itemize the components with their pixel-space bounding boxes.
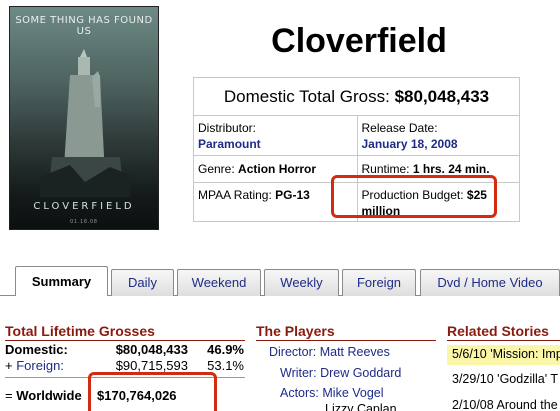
release-label: Release Date: — [361, 121, 438, 135]
poster-title: CLOVERFIELD — [33, 201, 135, 212]
foreign-value: $90,715,593 — [115, 358, 188, 373]
release-date-cell: Release Date: January 18, 2008 — [356, 116, 520, 155]
director-row: Director: Matt Reeves — [269, 345, 390, 359]
grosses-header: Total Lifetime Grosses — [5, 323, 155, 339]
mpaa-value: PG-13 — [275, 188, 310, 202]
grosses-divider — [5, 340, 245, 341]
players-divider — [256, 340, 436, 341]
story-link[interactable]: 5/6/10 'Mission: Imp — [447, 345, 560, 365]
mpaa-cell: MPAA Rating: PG-13 — [194, 183, 357, 221]
tab-weekend[interactable]: Weekend — [177, 269, 261, 296]
runtime-label: Runtime: — [361, 162, 410, 176]
worldwide-value: $170,764,026 — [97, 388, 177, 403]
story-link[interactable]: 3/29/10 'Godzilla' T — [452, 372, 558, 386]
writer-link[interactable]: Drew Goddard — [320, 366, 402, 380]
tab-dvd-home-video[interactable]: Dvd / Home Video — [420, 269, 560, 296]
poster-tagline: SOME THING HAS FOUND US — [15, 15, 153, 37]
release-date-link[interactable]: January 18, 2008 — [361, 137, 458, 151]
statue-of-liberty-icon — [40, 49, 130, 197]
distributor-label: Distributor: — [198, 121, 257, 135]
domestic-value: $80,048,433 — [115, 342, 188, 357]
tab-weekly[interactable]: Weekly — [264, 269, 339, 296]
genre-value: Action Horror — [238, 162, 317, 176]
actor-link[interactable]: Mike Vogel — [322, 386, 384, 400]
poster-date: 01.18.08 — [70, 219, 98, 225]
tab-bar: Summary Daily Weekend Weekly Foreign Dvd… — [0, 266, 560, 296]
foreign-prefix: + — [5, 358, 13, 373]
foreign-pct: 53.1% — [207, 358, 244, 373]
foreign-row-label: + Foreign: — [5, 358, 64, 373]
domestic-pct: 46.9% — [207, 342, 244, 357]
worldwide-divider — [5, 377, 245, 378]
players-header: The Players — [256, 323, 335, 339]
runtime-value: 1 hrs. 24 min. — [412, 162, 490, 176]
worldwide-highlight-box — [88, 372, 217, 411]
actors-label: Actors: — [280, 386, 319, 400]
actors-row: Actors: Mike Vogel — [280, 386, 384, 400]
writer-row: Writer: Drew Goddard — [280, 366, 401, 380]
runtime-cell: Runtime: 1 hrs. 24 min. — [356, 156, 520, 182]
director-link[interactable]: Matt Reeves — [319, 345, 390, 359]
tab-summary[interactable]: Summary — [15, 266, 108, 296]
actor-link[interactable]: Lizzy Caplan — [325, 402, 397, 411]
worldwide-row-label: = Worldwide — [5, 388, 82, 403]
tab-foreign[interactable]: Foreign — [342, 269, 416, 296]
foreign-link[interactable]: Foreign: — [16, 358, 64, 373]
worldwide-prefix: = — [5, 388, 13, 403]
movie-poster[interactable]: SOME THING HAS FOUND US CLOVERFIELD 01.1… — [9, 6, 159, 230]
writer-label: Writer: — [280, 366, 317, 380]
distributor-link[interactable]: Paramount — [198, 137, 261, 151]
domestic-gross-cell: Domestic Total Gross: $80,048,433 — [194, 78, 519, 115]
budget-highlight-box — [331, 175, 497, 218]
stories-divider — [447, 340, 560, 341]
mpaa-label: MPAA Rating: — [198, 188, 272, 202]
genre-cell: Genre: Action Horror — [194, 156, 357, 182]
tab-daily[interactable]: Daily — [111, 269, 174, 296]
story-link[interactable]: 2/10/08 Around the — [452, 398, 558, 411]
stories-header: Related Stories — [447, 323, 549, 339]
budget-value-2: million — [361, 204, 401, 218]
gross-value: $80,048,433 — [394, 87, 490, 106]
budget-label: Production Budget: — [361, 188, 464, 202]
distributor-cell: Distributor: Paramount — [194, 116, 357, 155]
budget-cell: Production Budget: $25 million — [356, 183, 520, 221]
genre-label: Genre: — [198, 162, 235, 176]
worldwide-label: Worldwide — [16, 388, 82, 403]
budget-value-1: $25 — [466, 188, 487, 202]
gross-label: Domestic Total Gross: — [223, 87, 390, 106]
page-title: Cloverfield — [271, 22, 447, 60]
domestic-label: Domestic: — [5, 342, 68, 357]
movie-info-table: Domestic Total Gross: $80,048,433 Distri… — [193, 77, 520, 222]
director-label: Director: — [269, 345, 317, 359]
